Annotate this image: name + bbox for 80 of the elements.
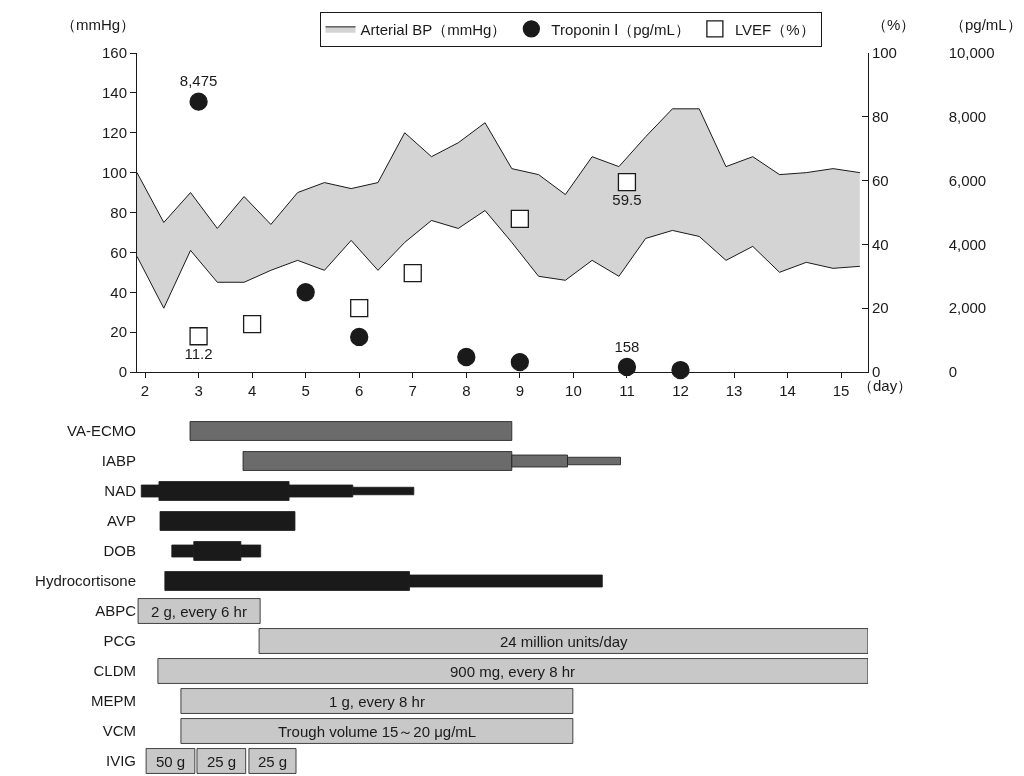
y-tick-label: 60 xyxy=(110,243,127,261)
bar xyxy=(258,628,868,654)
y-tick-label: 20 xyxy=(110,323,127,341)
x-tick-label: 8 xyxy=(462,382,471,399)
y3-tick-label: 2,000 xyxy=(948,299,987,317)
annotation: 24 million units/day xyxy=(500,633,629,650)
y-tick-label: AVP xyxy=(107,512,136,530)
x-tick-label: 9 xyxy=(515,382,525,399)
y-tick-label: MEPM xyxy=(91,692,136,710)
x-tick-label: 12 xyxy=(672,382,689,399)
annotation: 1 g, every 8 hr xyxy=(329,693,425,710)
x-tick-label: 14 xyxy=(779,382,796,399)
data-label: 8,475 xyxy=(179,72,218,90)
x-tick-label: 6 xyxy=(355,382,364,399)
bar xyxy=(159,511,296,531)
y-tick-label: 120 xyxy=(101,124,127,141)
bar xyxy=(189,421,513,441)
annotation: 50 g xyxy=(156,753,186,770)
y-tick-label: IVIG xyxy=(105,752,136,770)
y-tick-label: VCM xyxy=(102,722,136,740)
y-tick-label: PCG xyxy=(103,632,136,650)
point xyxy=(510,352,529,372)
y3-tick-label: 0 xyxy=(948,363,957,381)
x-tick-label: 7 xyxy=(408,382,417,399)
y3-tick-label: 10,000 xyxy=(948,44,995,62)
y3-tick-label: 6,000 xyxy=(948,171,987,189)
y-tick-label: 40 xyxy=(110,283,127,301)
y3-axis-title: （pg/mL） xyxy=(950,16,1022,33)
y2-tick-label: 40 xyxy=(871,235,889,253)
y-tick-label: CLDM xyxy=(93,662,136,680)
data-label: 11.2 xyxy=(184,345,213,363)
y-tick-label: VA-ECMO xyxy=(67,422,136,440)
data-label: 59.5 xyxy=(612,191,642,209)
y-tick-label: DOB xyxy=(103,542,136,560)
y-tick-label: 0 xyxy=(118,363,127,381)
annotation: 25 g xyxy=(207,753,237,770)
point xyxy=(350,327,369,347)
legend-label: Arterial BP（mmHg） xyxy=(360,20,507,38)
data-label: 158 xyxy=(614,337,640,355)
point xyxy=(617,173,637,192)
x-tick-label: 15 xyxy=(832,382,850,399)
legend-label: Troponin Ⅰ（pg/mL） xyxy=(551,20,690,38)
x-tick-label: 11 xyxy=(619,382,635,399)
bar xyxy=(248,748,297,774)
y3-tick-label: 8,000 xyxy=(948,108,987,126)
x-tick-label: 2 xyxy=(140,382,150,399)
y-tick-label: 100 xyxy=(101,163,127,181)
y-tick-label: Hydrocortisone xyxy=(35,572,136,590)
bar xyxy=(180,718,574,744)
y2-tick-label: 100 xyxy=(871,44,897,62)
y-tick-label: NAD xyxy=(104,482,137,500)
y2-tick-label: 80 xyxy=(871,108,889,126)
y-tick-label: 160 xyxy=(101,44,127,62)
y-tick-label: 80 xyxy=(110,203,127,221)
y2-tick-label: 20 xyxy=(871,299,889,317)
legend-label: LVEF（%） xyxy=(734,20,815,38)
point xyxy=(296,283,315,302)
point xyxy=(189,92,208,111)
y-tick-label: IABP xyxy=(101,452,136,470)
y2-axis-title: （%） xyxy=(872,16,916,33)
y-axis-title: （mmHg） xyxy=(61,16,136,33)
y3-tick-label: 4,000 xyxy=(948,235,987,253)
x-tick-label: 5 xyxy=(301,382,310,399)
point xyxy=(457,347,476,367)
bar xyxy=(157,658,868,684)
annotation: 900 mg, every 8 hr xyxy=(450,663,576,680)
x-tick-label: 4 xyxy=(247,382,257,399)
bar xyxy=(180,688,574,714)
point xyxy=(617,357,637,377)
y-tick-label: ABPC xyxy=(95,602,137,620)
point xyxy=(671,360,690,380)
y-tick-label: 140 xyxy=(101,84,127,102)
annotation: 25 g xyxy=(258,753,288,770)
x-tick-label: 10 xyxy=(565,382,582,399)
x-tick-label: 13 xyxy=(725,382,743,399)
point xyxy=(510,209,529,229)
annotation: 2 g, every 6 hr xyxy=(151,603,247,620)
x-tick-label: 3 xyxy=(194,382,203,399)
y2-tick-label: 60 xyxy=(871,171,889,189)
annotation: Trough volume 15～20 μg/mL xyxy=(278,723,477,740)
